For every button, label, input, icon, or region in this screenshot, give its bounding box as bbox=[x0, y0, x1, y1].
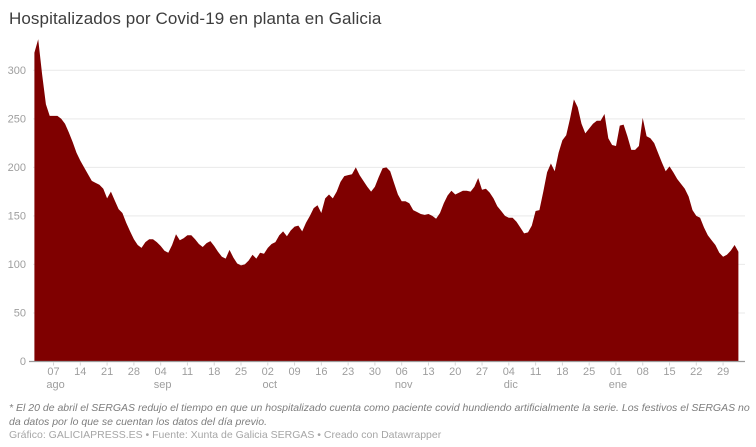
chart-footnote: * El 20 de abril el SERGAS redujo el tie… bbox=[9, 402, 750, 428]
x-axis-month-label: nov bbox=[395, 379, 413, 391]
x-axis-day-label: 27 bbox=[476, 366, 488, 378]
x-axis-day-label: 04 bbox=[503, 366, 515, 378]
y-axis-label: 100 bbox=[8, 259, 26, 271]
chart-credits: Gráfico: GALICIAPRESS.ES • Fuente: Xunta… bbox=[9, 429, 442, 441]
x-axis-month-label: dic bbox=[504, 379, 519, 391]
x-axis-day-label: 02 bbox=[262, 366, 274, 378]
x-axis-day-label: 25 bbox=[583, 366, 595, 378]
x-axis-day-label: 04 bbox=[155, 366, 167, 378]
chart-title: Hospitalizados por Covid-19 en planta en… bbox=[9, 9, 382, 28]
x-axis-day-label: 28 bbox=[128, 366, 140, 378]
x-axis-month-label: ene bbox=[609, 379, 627, 391]
y-axis-label: 200 bbox=[8, 162, 26, 174]
x-axis-day-label: 21 bbox=[101, 366, 113, 378]
x-axis-day-label: 09 bbox=[288, 366, 300, 378]
y-axis-label: 50 bbox=[14, 307, 26, 319]
x-axis-month-label: oct bbox=[262, 379, 277, 391]
y-axis-label: 0 bbox=[20, 356, 26, 368]
x-axis-day-label: 23 bbox=[342, 366, 354, 378]
x-axis-day-label: 06 bbox=[396, 366, 408, 378]
area-series-hospitalizados bbox=[34, 39, 739, 362]
x-axis-day-label: 20 bbox=[449, 366, 461, 378]
x-axis-day-label: 13 bbox=[422, 366, 434, 378]
x-axis-day-label: 30 bbox=[369, 366, 381, 378]
x-axis-month-label: ago bbox=[46, 379, 64, 391]
x-axis-day-label: 14 bbox=[74, 366, 86, 378]
x-axis-day-label: 16 bbox=[315, 366, 327, 378]
y-axis-label: 250 bbox=[8, 113, 26, 125]
x-axis-day-label: 01 bbox=[610, 366, 622, 378]
x-axis-day-label: 11 bbox=[182, 366, 193, 378]
x-axis-day-label: 22 bbox=[690, 366, 702, 378]
y-axis-label: 300 bbox=[8, 65, 26, 77]
x-axis-day-label: 25 bbox=[235, 366, 247, 378]
x-axis-day-label: 11 bbox=[530, 366, 541, 378]
x-axis-day-label: 08 bbox=[637, 366, 649, 378]
x-axis-day-label: 07 bbox=[47, 366, 59, 378]
y-axis-label: 150 bbox=[8, 210, 26, 222]
x-axis-day-label: 29 bbox=[717, 366, 729, 378]
x-axis-day-label: 18 bbox=[556, 366, 568, 378]
x-axis-month-label: sep bbox=[154, 379, 172, 391]
x-axis-day-label: 18 bbox=[208, 366, 220, 378]
x-axis-day-label: 15 bbox=[663, 366, 675, 378]
